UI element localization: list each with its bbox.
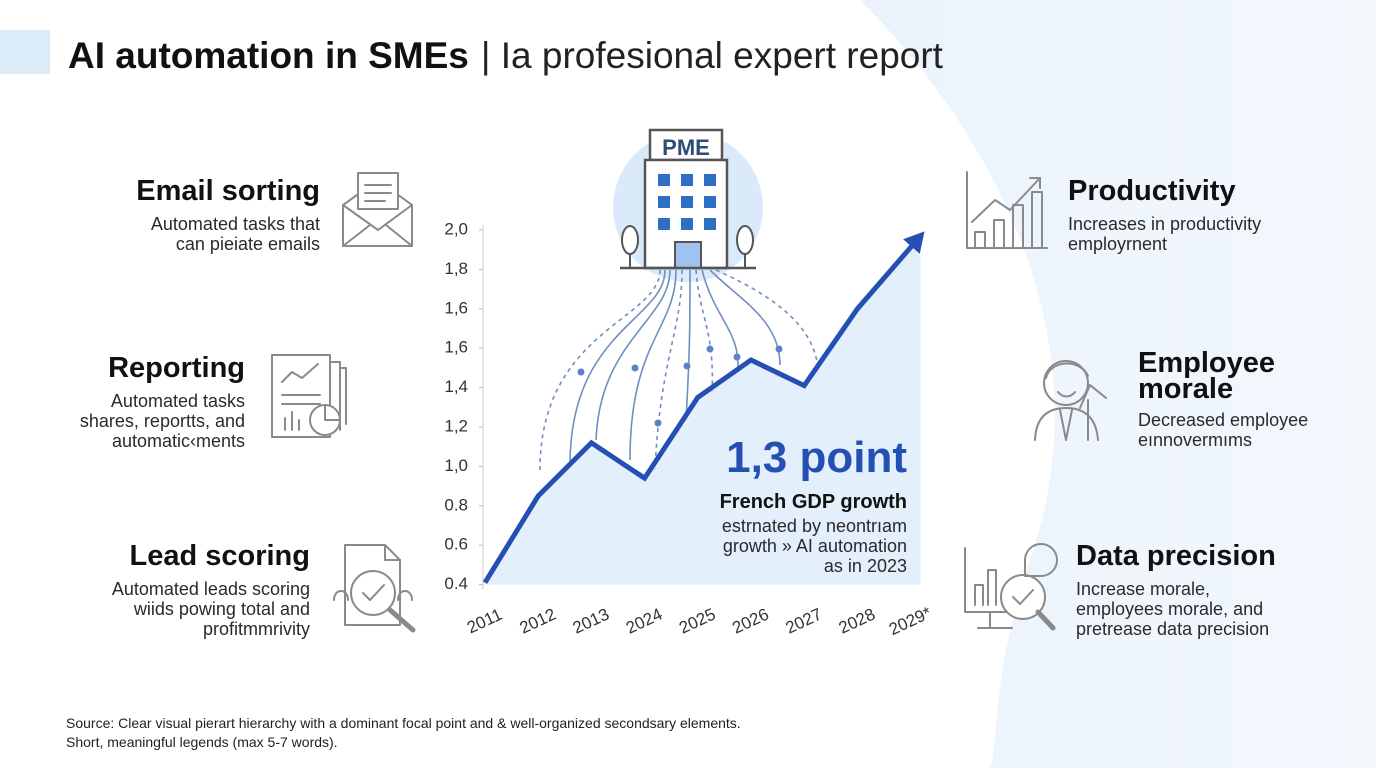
feature-text: wiids powing total and xyxy=(133,599,310,619)
feature-text: employrnent xyxy=(1068,234,1167,254)
feature-text: employees morale, and xyxy=(1076,599,1263,619)
highlight-title: French GDP growth xyxy=(720,491,907,513)
title-accent xyxy=(0,30,50,74)
series-line xyxy=(482,234,923,584)
feature-text: profitmmrivity xyxy=(203,619,310,639)
flow-dots xyxy=(577,345,783,427)
feature-title: Reporting xyxy=(108,352,245,384)
arrow-head xyxy=(903,231,925,254)
x-tick-label: 2011 xyxy=(464,605,505,638)
feature-text: shares, reportts, and xyxy=(80,411,245,431)
y-tick-label: 0.6 xyxy=(444,535,468,554)
highlight-value: 1,3 point xyxy=(726,433,907,482)
morale-icon xyxy=(1034,360,1107,441)
feature-text: Decreased employee xyxy=(1138,410,1308,430)
x-tick-label: 2028 xyxy=(836,604,878,637)
source-note: Short, meaningful legends (max 5-7 words… xyxy=(66,734,338,750)
x-tick-label: 2029* xyxy=(886,603,935,639)
area-fill xyxy=(485,235,921,585)
feature-text: Increases in productivity xyxy=(1068,214,1261,234)
feature-text: automatic‹ments xyxy=(112,431,245,451)
background-shape xyxy=(860,0,1376,768)
y-tick-label: 1,8 xyxy=(444,259,468,278)
building: PME xyxy=(613,128,763,282)
highlight-text: estrnated by neontrıam xyxy=(722,516,907,536)
x-tick-label: 2026 xyxy=(729,604,771,637)
feature-text: pretrease data precision xyxy=(1076,619,1269,639)
feature-title: Email sorting xyxy=(136,175,320,207)
feature-text: Automated tasks xyxy=(111,391,245,411)
y-tick-label: 1,2 xyxy=(444,416,468,435)
feature-title-line: morale xyxy=(1138,373,1233,405)
feature-text: Increase morale, xyxy=(1076,579,1210,599)
feature-text: eınnovermıms xyxy=(1138,430,1252,450)
feature-text: can pieiate emails xyxy=(176,234,320,254)
y-tick-label: 2,0 xyxy=(444,219,468,238)
feature-text: Automated tasks that xyxy=(151,214,320,234)
y-tick-label: 1,6 xyxy=(444,338,468,357)
x-tick-label: 2024 xyxy=(623,604,665,637)
y-tick-label: 1,0 xyxy=(444,456,468,475)
report-icon xyxy=(271,354,347,438)
flow-lines xyxy=(539,269,819,471)
feature-text: Automated leads scoring xyxy=(112,579,310,599)
source-note: Source: Clear visual pierart hierarchy w… xyxy=(66,715,741,731)
precision-icon xyxy=(964,543,1058,631)
y-tick-label: 1,4 xyxy=(444,377,468,396)
title-main: AI automation in SMEs xyxy=(68,35,469,76)
x-tick-label: 2013 xyxy=(570,604,612,637)
y-tick-label: 1,6 xyxy=(444,298,468,317)
highlight-text: as in 2023 xyxy=(824,556,907,576)
y-tick-label: 0.8 xyxy=(444,495,468,514)
productivity-icon xyxy=(966,171,1048,249)
feature-title: Lead scoring xyxy=(130,540,311,572)
feature-title-line: Employee xyxy=(1138,347,1275,379)
scoring-icon xyxy=(333,544,416,633)
highlight-text: growth » AI automation xyxy=(723,536,907,556)
x-tick-label: 2027 xyxy=(783,604,825,637)
y-tick-label: 0.4 xyxy=(444,574,468,593)
feature-title: Productivity xyxy=(1068,175,1236,207)
feature-title: Employee morale xyxy=(1138,347,1275,405)
title-sub: | Ia profesional expert report xyxy=(481,35,944,76)
feature-title: Data precision xyxy=(1076,540,1276,572)
x-tick-label: 2025 xyxy=(676,604,718,637)
email-icon xyxy=(342,172,413,247)
title: AI automation in SMEs | Ia profesional ex… xyxy=(68,35,944,76)
building-label: PME xyxy=(662,135,710,160)
x-tick-label: 2012 xyxy=(517,604,559,637)
